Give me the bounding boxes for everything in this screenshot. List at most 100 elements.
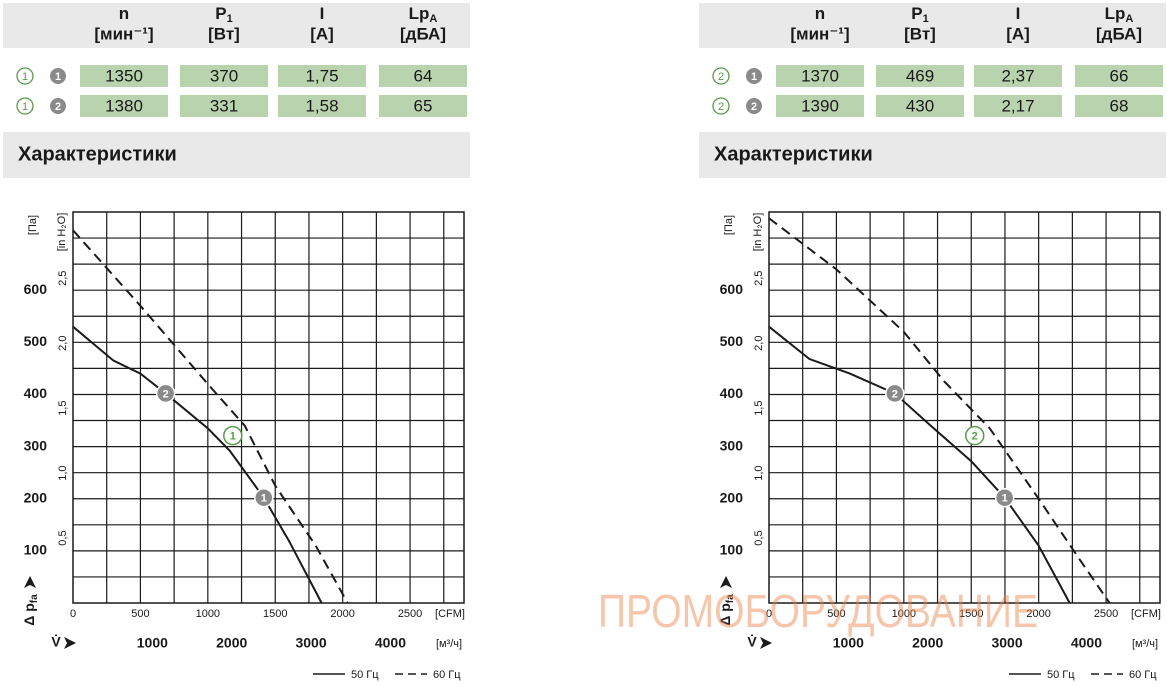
y-axis-unit: [Па] (723, 215, 735, 235)
cell-value: 68 (1110, 96, 1129, 115)
curve-marker (16, 67, 34, 85)
plot-frame (72, 211, 465, 604)
column-header: I (1016, 4, 1021, 23)
y-axis-label-subscript: fa (29, 594, 40, 603)
operating-point-label: 1 (1002, 493, 1008, 505)
cell-value: 1350 (105, 66, 143, 85)
section-title: Характеристики (18, 143, 177, 165)
table-cell (80, 65, 168, 87)
chart: 0 500 1000 1500 2000 2500 [CFM]1000 2000 3000 400… (21, 211, 465, 681)
header-subscript: 1 (923, 13, 929, 25)
y2-tick-label: 2,0 (57, 336, 69, 351)
table-cell (776, 95, 864, 117)
cell-value: 469 (906, 66, 934, 85)
y-axis-label-main: Δ p (21, 603, 37, 626)
header-symbol: n (119, 4, 129, 23)
table-cell (80, 95, 168, 117)
column-unit: [дБА] (400, 24, 446, 43)
y-axis-label: Δ pfa (21, 594, 40, 626)
x2-axis-unit: [м³/ч] (1132, 638, 1158, 650)
x-tick-label: 2500 (1094, 608, 1118, 620)
y2-tick-label: 0,5 (753, 530, 765, 545)
header-symbol: P (215, 4, 226, 23)
column-header: n (815, 4, 825, 23)
x-axis-unit: [CFM] (1131, 608, 1161, 620)
y-arrow (24, 576, 36, 588)
legend-label: 60 Гц (1129, 669, 1157, 681)
cell-value: 1,58 (305, 96, 338, 115)
table-cell (1075, 65, 1163, 87)
x-tick-label: 500 (827, 608, 845, 620)
table-cell (180, 95, 268, 117)
x2-tick-label: 3000 (991, 635, 1022, 651)
curve-marker-label: 2 (718, 71, 724, 83)
x-tick-label: 1000 (196, 608, 220, 620)
column-unit: [мин⁻¹] (94, 24, 153, 43)
y-tick-label: 200 (720, 489, 744, 505)
y-axis-label: Δ pfa (717, 594, 736, 626)
column-header: LpA (1105, 4, 1134, 24)
x-tick-label: 500 (131, 608, 149, 620)
x-tick-label: 0 (70, 608, 76, 620)
y2-tick-label: 2,5 (57, 271, 69, 286)
table-cell (278, 65, 366, 87)
operating-point (223, 425, 243, 446)
x2-arrow (64, 637, 76, 649)
point-marker-label: 2 (751, 101, 757, 113)
header-symbol: n (815, 4, 825, 23)
x2-tick-label: 3000 (295, 635, 326, 651)
y-arrow (720, 576, 732, 588)
operating-point (155, 383, 176, 404)
curve (72, 229, 349, 604)
table-cell (278, 95, 366, 117)
panel: n[мин⁻¹]P1[Вт]I[А]LpA[дБА]1 1 1350 370 1,75 6… (3, 3, 470, 178)
x-tick-label: 2500 (398, 608, 422, 620)
curve (72, 325, 323, 604)
y-tick-label: 600 (24, 281, 48, 297)
column-unit: [А] (1006, 24, 1030, 43)
legend-label: 60 Гц (433, 669, 461, 681)
column-header: P1 (911, 4, 928, 24)
x2-tick-label: 1000 (833, 635, 864, 651)
x-tick-label: 2000 (1026, 608, 1050, 620)
header-symbol: I (320, 4, 325, 23)
point-marker-label: 1 (55, 71, 61, 83)
table-header-band (699, 3, 1166, 48)
x-tick-label: 1500 (263, 608, 287, 620)
cell-value: 1380 (105, 96, 143, 115)
y2-tick-label: 1,5 (753, 401, 765, 416)
y-tick-label: 500 (720, 333, 744, 349)
table-cell (379, 95, 467, 117)
point-marker-label: 2 (55, 101, 61, 113)
x-tick-label: 1000 (892, 608, 916, 620)
x-tick-label: 0 (766, 608, 772, 620)
section-title: Характеристики (714, 143, 873, 165)
x2-arrow (760, 637, 772, 649)
y2-tick-label: 2,5 (753, 271, 765, 286)
cell-value: 1370 (801, 66, 839, 85)
operating-point-label: 1 (230, 431, 236, 443)
header-symbol: P (911, 4, 922, 23)
cell-value: 66 (1110, 66, 1129, 85)
point-marker (50, 68, 66, 84)
table-cell (379, 65, 467, 87)
cell-value: 2,37 (1001, 66, 1034, 85)
y-axis-unit: [Па] (27, 215, 39, 235)
y2-axis-unit: [in H₂O] (752, 213, 764, 252)
plot-frame (768, 211, 1161, 604)
y-axis-label-main: Δ p (717, 603, 733, 626)
chart: 0 500 1000 1500 2000 2500 [CFM]1000 2000 3000 400… (717, 211, 1161, 681)
table-cell (876, 65, 964, 87)
table-cell (1075, 95, 1163, 117)
x2-tick-label: 4000 (375, 635, 406, 651)
point-marker (746, 68, 762, 84)
column-header: P1 (215, 4, 232, 24)
y-tick-label: 500 (24, 333, 48, 349)
column-unit: [Вт] (904, 24, 936, 43)
table-cell (974, 95, 1062, 117)
curve-marker-label: 2 (718, 101, 724, 113)
column-unit: [мин⁻¹] (790, 24, 849, 43)
y-tick-label: 400 (720, 385, 744, 401)
cell-value: 1,75 (305, 66, 338, 85)
x2-axis-label: V̇ (51, 634, 61, 650)
